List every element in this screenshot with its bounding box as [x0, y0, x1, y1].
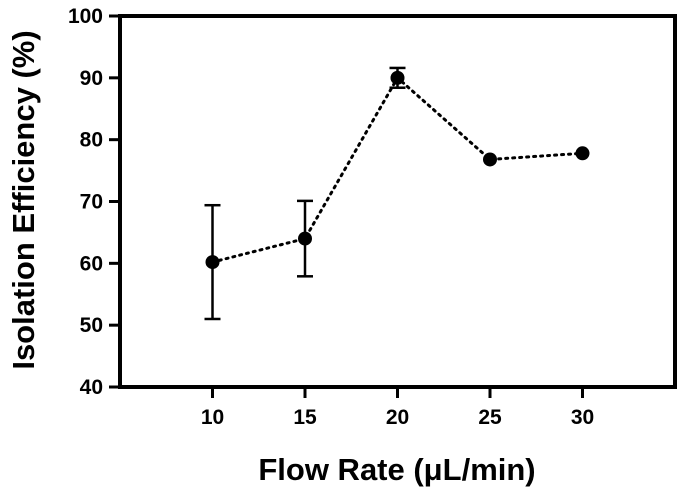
ticks-layer: 40 50 60 70 80 90 100 10 15 20 25 30: [68, 5, 594, 429]
data-point: [390, 70, 405, 85]
y-axis-title: Isolation Efficiency (%): [6, 30, 41, 369]
y-tick-label: 70: [80, 191, 103, 214]
x-tick-label: 10: [201, 406, 224, 429]
x-tick-label: 20: [386, 406, 409, 429]
data-point: [483, 152, 497, 167]
y-tick-label: 80: [80, 129, 103, 152]
x-tick-label: 15: [293, 406, 317, 429]
y-tick-label: 90: [80, 67, 103, 90]
x-tick-label: 30: [571, 406, 594, 429]
x-axis-title: Flow Rate (μL/min): [258, 452, 535, 487]
y-tick-label: 60: [80, 252, 103, 275]
series-line: [211, 75, 584, 264]
data-point: [298, 231, 312, 246]
data-point: [575, 146, 590, 161]
series-layer: [204, 66, 590, 321]
data-point: [205, 255, 220, 270]
y-tick-label: 50: [80, 314, 103, 337]
y-tick-label: 100: [68, 5, 103, 28]
y-tick-label: 40: [80, 376, 103, 399]
x-tick-label: 25: [478, 406, 502, 429]
